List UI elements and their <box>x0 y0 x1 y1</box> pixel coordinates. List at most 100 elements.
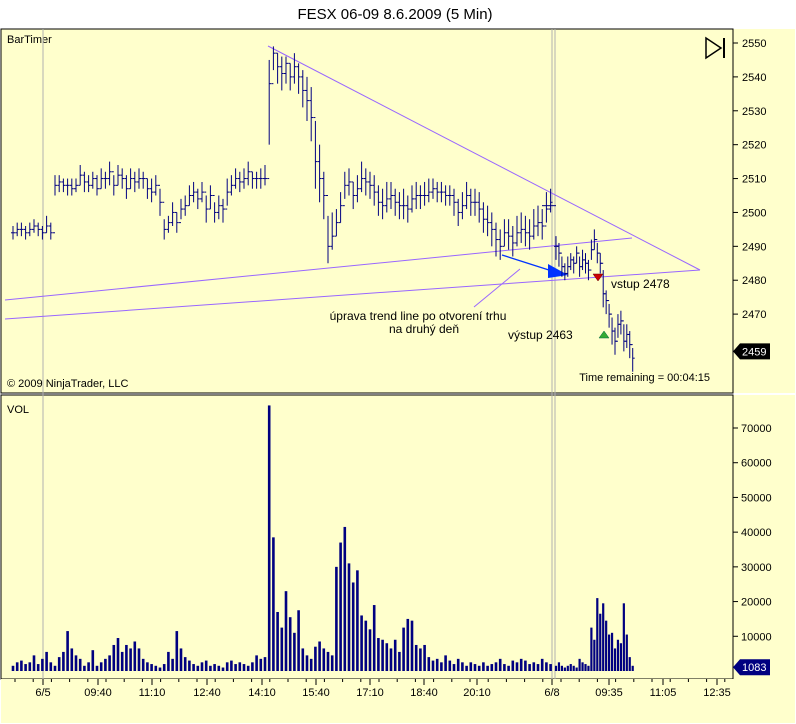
volume-axis-area <box>733 395 795 679</box>
price-bar-s1-84 <box>363 168 368 196</box>
price-bar-s1-90 <box>389 181 393 210</box>
volume-bar-s1-88 <box>381 639 384 671</box>
price-bar-s1-102 <box>439 181 444 203</box>
volume-bar-s1-119 <box>511 660 515 671</box>
indicator-label: BarTimer <box>7 34 52 46</box>
volume-bar-s1-77 <box>335 566 338 671</box>
volume-bar-s1-26 <box>120 651 124 671</box>
volume-bar-s1-36 <box>162 664 166 671</box>
volume-bar-s1-43 <box>192 664 195 671</box>
price-bar-s1-112 <box>481 202 486 233</box>
price-bar-s1-41 <box>183 195 188 216</box>
volume-bar-s1-22 <box>104 658 107 671</box>
annotation-note-line2: na druhý deň <box>389 322 459 336</box>
scroll-end-button[interactable] <box>702 36 728 60</box>
annotation-exit: výstup 2463 <box>508 328 573 342</box>
volume-bar-s1-95 <box>410 620 414 671</box>
price-bar-s1-55 <box>242 168 246 189</box>
price-bar-s1-121 <box>519 212 524 243</box>
price-bar-s1-2 <box>19 222 24 237</box>
volume-bar-s1-27 <box>125 644 128 671</box>
volume-bar-s1-124 <box>532 662 536 671</box>
volume-bar-s2-4 <box>566 665 569 671</box>
price-bar-s1-126 <box>540 209 545 240</box>
price-bar-s1-81 <box>351 181 356 210</box>
price-bar-s1-56 <box>246 161 251 186</box>
price-bar-s1-39 <box>174 211 179 233</box>
price-bar-s1-63 <box>275 52 280 84</box>
volume-bar-s1-73 <box>318 641 321 671</box>
volume-bar-s1-57 <box>251 662 254 671</box>
volume-bar-s1-92 <box>398 651 401 671</box>
volume-bar-s2-16 <box>602 603 605 671</box>
volume-bar-s2-19 <box>610 632 614 671</box>
volume-bar-s1-98 <box>423 644 426 671</box>
price-bar-s1-75 <box>326 195 330 264</box>
price-bar-s2-26 <box>630 344 635 372</box>
volume-bar-s1-103 <box>444 655 447 671</box>
price-bar-s1-82 <box>355 175 360 203</box>
volume-bar-s1-76 <box>330 655 334 671</box>
price-bar-s1-15 <box>74 178 78 193</box>
volume-bar-s2-1 <box>557 662 561 671</box>
volume-bar-s1-11 <box>57 657 61 671</box>
volume-bar-s1-81 <box>351 582 355 671</box>
trendline-up <box>4 269 701 320</box>
price-bar-s1-85 <box>368 171 372 199</box>
volume-bar-s2-23 <box>622 603 625 671</box>
volume-bar-s2-11 <box>587 665 590 671</box>
volume-bar-s1-74 <box>322 648 326 671</box>
volume-bar-s1-107 <box>461 662 464 671</box>
time-remaining: Time remaining = 00:04:15 <box>579 372 710 384</box>
volume-bar-s1-48 <box>213 664 216 671</box>
last-price-marker <box>733 343 770 360</box>
volume-bar-s1-19 <box>91 650 95 671</box>
price-bar-s1-28 <box>128 168 133 190</box>
price-panel <box>0 28 734 394</box>
price-bar-s1-36 <box>162 201 167 240</box>
time-tick-label: 15:40 <box>302 687 330 699</box>
volume-bar-s2-0 <box>554 665 558 671</box>
exit-buy-marker <box>598 330 610 339</box>
price-bar-s1-109 <box>468 188 473 216</box>
volume-bar-s1-44 <box>196 665 200 671</box>
price-bar-s1-91 <box>393 188 398 216</box>
price-bar-s1-71 <box>309 87 314 142</box>
price-bar-s1-74 <box>321 171 326 220</box>
price-bar-s1-77 <box>334 209 339 237</box>
volume-bar-s1-65 <box>284 591 288 671</box>
price-bar-s1-70 <box>305 76 309 121</box>
price-bar-s1-68 <box>296 63 301 94</box>
volume-tick-label: 70000 <box>741 423 772 435</box>
price-bar-s1-98 <box>422 181 427 206</box>
price-bar-s1-92 <box>397 192 402 220</box>
volume-bar-s1-120 <box>515 662 519 671</box>
price-bar-s1-26 <box>120 168 125 189</box>
volume-bar-s1-28 <box>129 648 132 671</box>
price-bar-s1-14 <box>69 178 74 196</box>
price-bar-s1-111 <box>477 192 482 223</box>
price-bar-s1-78 <box>338 192 343 224</box>
time-tick-label: 6/5 <box>35 687 50 699</box>
volume-bar-s1-60 <box>263 657 267 671</box>
price-bar-s1-6 <box>36 222 41 237</box>
volume-bar-s2-9 <box>581 662 584 671</box>
price-bar-s1-62 <box>271 46 276 85</box>
price-bar-s1-61 <box>267 59 272 180</box>
volume-bar-s2-8 <box>578 658 581 671</box>
volume-bar-s1-4 <box>28 662 32 671</box>
price-bar-s1-66 <box>288 62 293 91</box>
price-bar-s1-114 <box>489 212 494 247</box>
price-bar-s1-76 <box>330 212 335 250</box>
volume-bar-s1-25 <box>116 638 120 671</box>
price-bar-s1-57 <box>250 171 255 189</box>
volume-bar-s1-94 <box>406 618 410 671</box>
volume-bar-s1-54 <box>238 662 242 671</box>
price-axis-area <box>733 29 795 393</box>
volume-bar-s1-16 <box>78 658 82 671</box>
volume-bar-s1-23 <box>108 655 111 671</box>
price-bar-s1-30 <box>137 168 141 189</box>
volume-bar-s2-5 <box>569 664 572 671</box>
volume-bar-s1-126 <box>540 658 544 671</box>
price-bar-s1-101 <box>435 181 440 203</box>
